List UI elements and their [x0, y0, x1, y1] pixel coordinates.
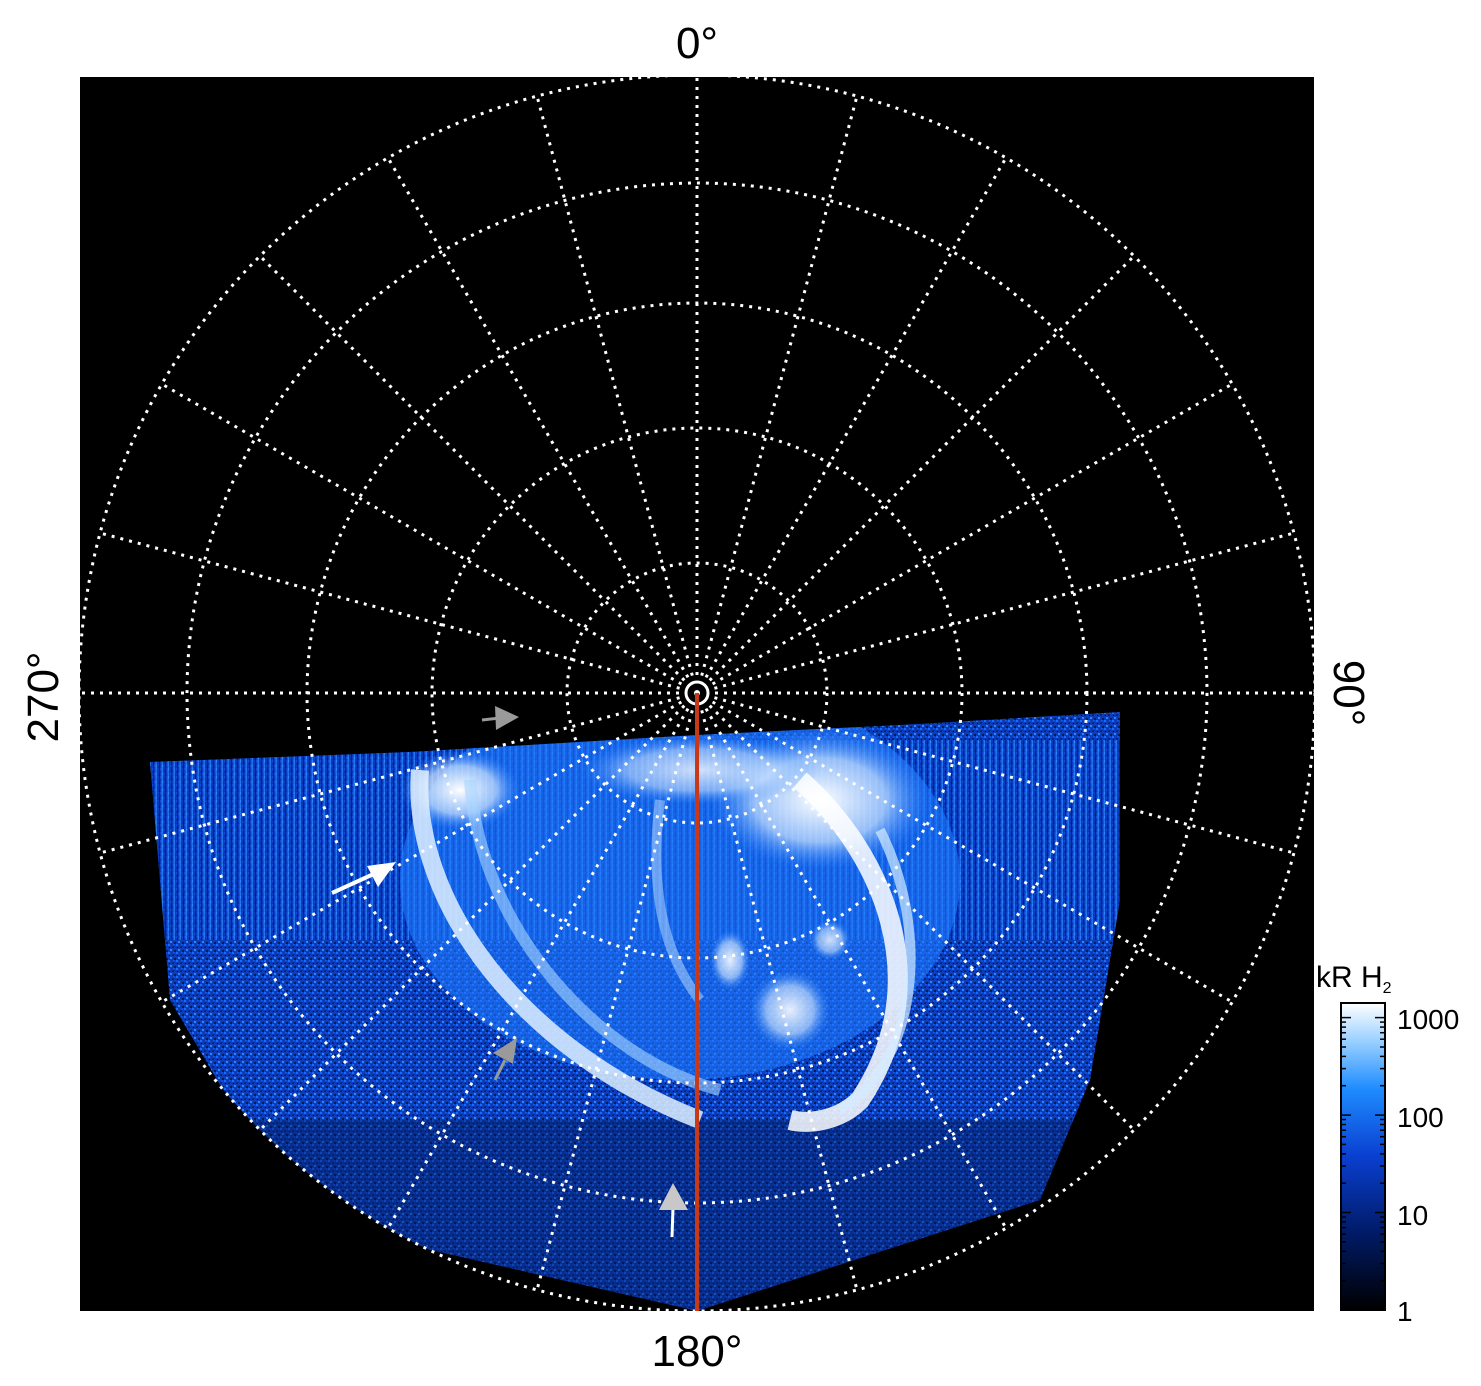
white-arrow	[331, 862, 396, 895]
longitude-line	[708, 254, 1136, 682]
colorbar-title: kR H2	[1316, 961, 1392, 997]
longitude-line	[258, 254, 686, 682]
longitude-line	[99, 531, 680, 690]
longitude-line	[704, 707, 1008, 1229]
longitude-line	[535, 710, 694, 1291]
colorbar-tick-1000: 1000	[1397, 1004, 1459, 1035]
longitude-line	[711, 700, 1233, 1004]
longitude-line	[386, 157, 690, 679]
colorbar-tick-100: 100	[1397, 1102, 1444, 1133]
longitude-line	[258, 704, 686, 1132]
longitude-line	[711, 382, 1233, 686]
label-90-deg: 90°	[1324, 660, 1373, 727]
colorbar: kR H2 1000 100 10 1	[1316, 961, 1459, 1327]
longitude-line	[714, 696, 1295, 855]
longitude-line	[700, 95, 859, 676]
colorbar-tick-10: 10	[1397, 1200, 1428, 1231]
grey-arrow-upper	[481, 706, 519, 730]
longitude-line	[161, 700, 683, 1004]
longitude-line	[708, 704, 1136, 1132]
label-0-deg: 0°	[676, 19, 718, 68]
label-270-deg: 270°	[19, 651, 68, 742]
colorbar-tick-1: 1	[1397, 1296, 1413, 1327]
longitude-line	[535, 95, 694, 676]
label-180-deg: 180°	[651, 1327, 742, 1376]
longitude-line	[386, 707, 690, 1229]
longitude-line	[700, 710, 859, 1291]
longitude-line	[704, 157, 1008, 679]
latitude-circle	[77, 73, 1317, 1313]
latitude-circle	[565, 561, 829, 825]
longitude-line	[714, 531, 1295, 690]
aurora-emission-image	[150, 712, 1120, 1311]
longitude-line	[99, 696, 680, 855]
grey-arrow-lower	[493, 1038, 517, 1081]
longitude-line	[161, 382, 683, 686]
grey-arrow-bottom	[659, 1183, 688, 1238]
colorbar-gradient	[1340, 1002, 1386, 1311]
